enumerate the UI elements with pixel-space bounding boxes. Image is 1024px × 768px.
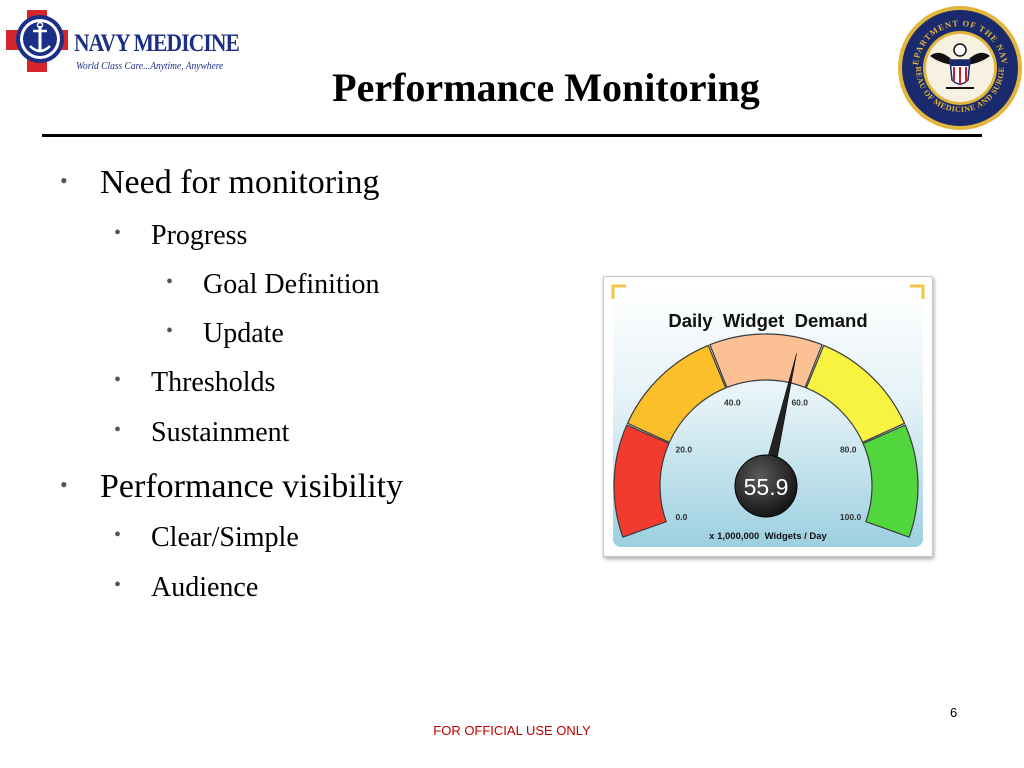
logo-name: NAVY MEDICINE <box>74 30 240 57</box>
navy-medicine-logo: NAVY MEDICINE World Class Care...Anytime… <box>6 8 240 74</box>
bullet-item: • Thresholds <box>114 367 276 398</box>
gauge-band <box>709 333 823 389</box>
bullet-item: • Audience <box>114 572 259 603</box>
bullet-dot-icon: • <box>114 524 122 546</box>
bullet-item: • Update <box>166 318 284 349</box>
gauge-tick-label: 40.0 <box>724 398 741 408</box>
slide-title: Performance Monitoring <box>332 65 760 110</box>
bullet-dot-icon: • <box>60 168 68 193</box>
bullet-item: • Performance visibility <box>60 468 404 505</box>
bullet-dot-icon: • <box>114 369 122 391</box>
bullet-item: • Progress <box>114 220 248 251</box>
gauge-units: x 1,000,000 Widgets / Day <box>709 531 827 542</box>
gauge-tick-label: 100.0 <box>840 512 862 522</box>
gauge-background <box>613 286 923 547</box>
gauge-band <box>626 344 727 444</box>
bullet-dot-icon: • <box>114 574 122 596</box>
logo-tagline: World Class Care...Anytime, Anywhere <box>76 60 224 72</box>
bullet-dot-icon: • <box>166 320 174 342</box>
gauge-band <box>805 344 906 444</box>
gauge-band <box>613 424 670 538</box>
eagle-icon <box>930 43 990 89</box>
bullet-dot-icon: • <box>60 472 68 497</box>
gauge-tick-label: 80.0 <box>840 444 857 454</box>
bullet-item: • Sustainment <box>114 417 290 448</box>
bullet-item: • Need for monitoring <box>60 164 380 201</box>
gauge-band <box>862 424 919 538</box>
bullet-dot-icon: • <box>166 271 174 293</box>
gauge-hub <box>734 454 798 518</box>
gauge-title: Daily Widget Demand <box>668 310 867 331</box>
gauge-widget: Daily Widget Demand 0.0 20.0 40.0 60.0 80.0 1… <box>603 276 933 557</box>
gauge-tick-label: 60.0 <box>791 398 808 408</box>
title-divider <box>42 134 982 137</box>
bullet-dot-icon: • <box>114 222 122 244</box>
bumed-seal: DEPARTMENT OF THE NAVY BUREAU OF MEDICIN… <box>892 0 1024 132</box>
bullet-dot-icon: • <box>114 419 122 441</box>
gauge-value: 55.9 <box>744 474 789 500</box>
gauge-tick-label: 20.0 <box>676 444 693 454</box>
anchor-cross-icon <box>6 10 68 72</box>
classification-footer: FOR OFFICIAL USE ONLY <box>433 723 591 738</box>
bullet-item: • Clear/Simple <box>114 522 299 553</box>
page-number: 6 <box>950 705 958 720</box>
bullet-item: • Goal Definition <box>166 269 380 300</box>
gauge-tick-label: 0.0 <box>676 512 688 522</box>
